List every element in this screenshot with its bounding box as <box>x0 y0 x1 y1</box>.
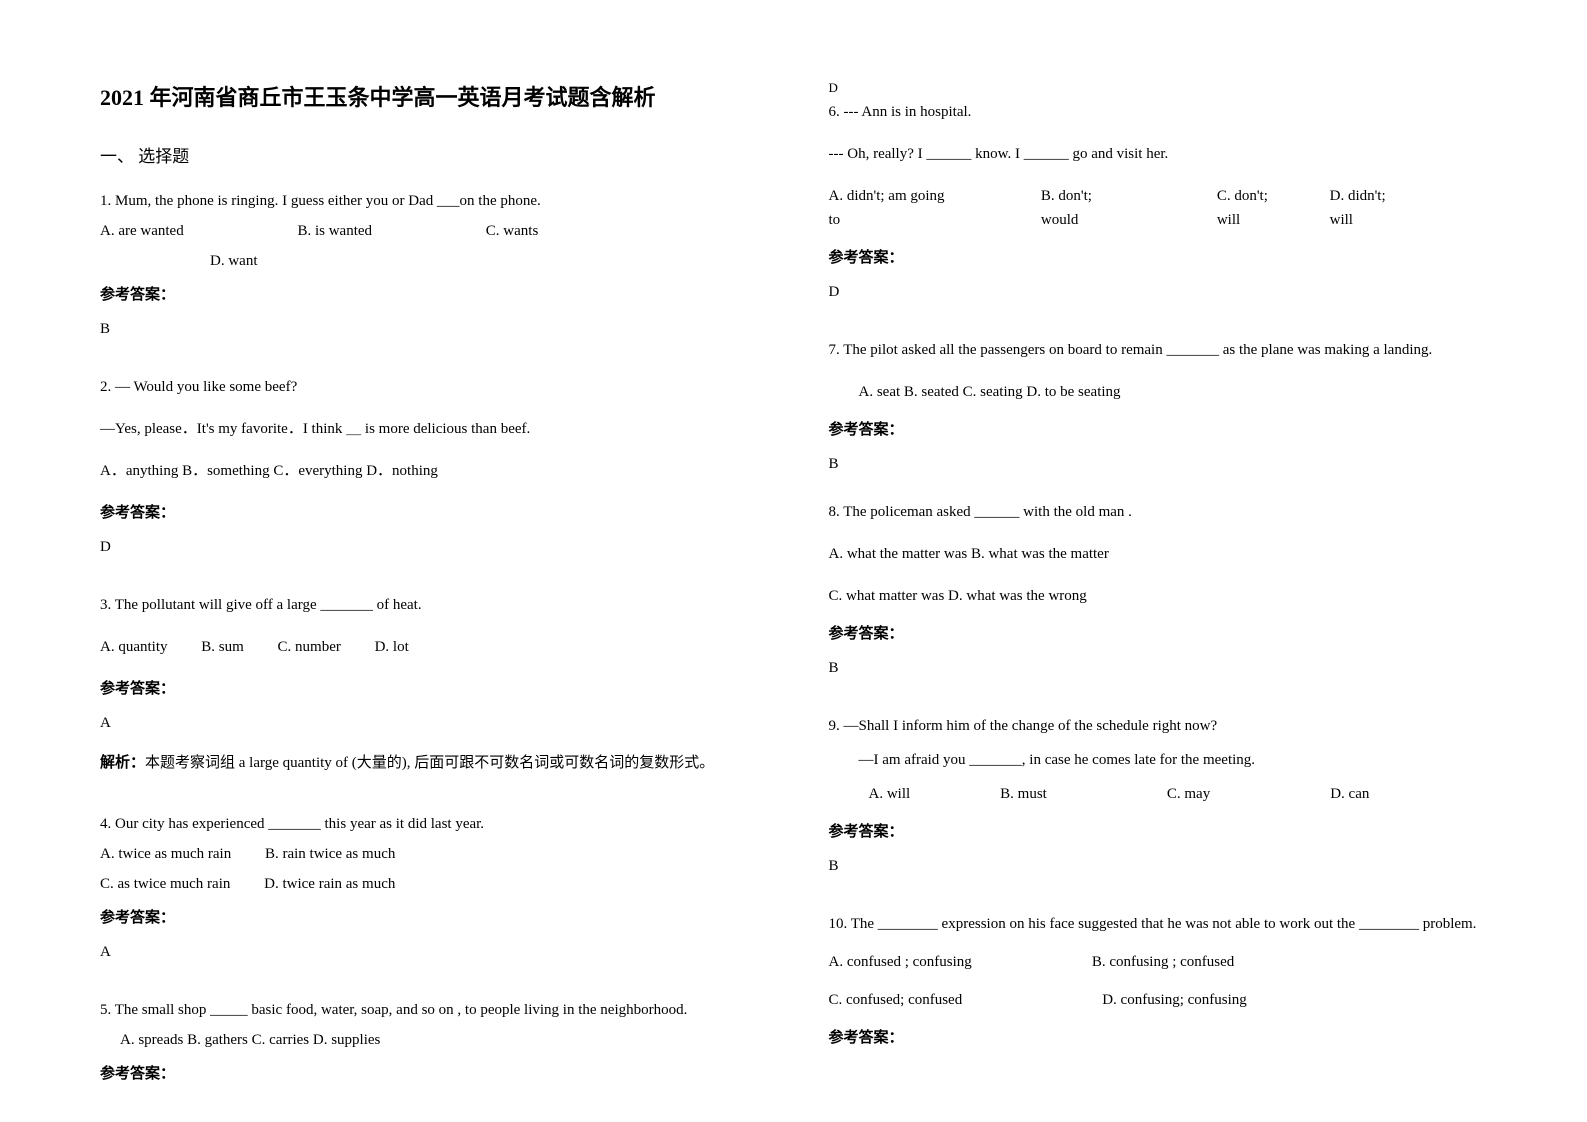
q3-analysis: 解析：本题考察词组 a large quantity of (大量的), 后面可… <box>100 749 769 778</box>
q10-text: 10. The ________ expression on his face … <box>829 912 1498 936</box>
q4-answer-label: 参考答案： <box>100 906 769 930</box>
q8-text: 8. The policeman asked ______ with the o… <box>829 500 1498 524</box>
q4-answer: A <box>100 940 769 964</box>
q10-answer-label: 参考答案： <box>829 1026 1498 1050</box>
q3-opt-d: D. lot <box>375 639 409 655</box>
question-1: 1. Mum, the phone is ringing. I guess ei… <box>100 189 769 355</box>
question-8: 8. The policeman asked ______ with the o… <box>829 500 1498 694</box>
q2-text2: —Yes, please．It's my favorite．I think ＿ … <box>100 417 769 441</box>
q5-answer-label: 参考答案： <box>100 1062 769 1086</box>
q3-opt-a: A. quantity <box>100 635 168 659</box>
section-header: 一、 选择题 <box>100 142 769 167</box>
q8-answer-label: 参考答案： <box>829 622 1498 646</box>
q7-opts: A. seat B. seated C. seating D. to be se… <box>829 380 1498 404</box>
q3-opt-b: B. sum <box>201 635 244 659</box>
q10-opt-d: D. confusing; confusing <box>1102 988 1247 1012</box>
q2-text1: 2. — Would you like some beef? <box>100 375 769 399</box>
analysis-label: 解析： <box>100 755 145 771</box>
q9-text1: 9. —Shall I inform him of the change of … <box>829 714 1498 738</box>
question-7: 7. The pilot asked all the passengers on… <box>829 338 1498 480</box>
q7-text: 7. The pilot asked all the passengers on… <box>829 338 1498 362</box>
q3-text: 3. The pollutant will give off a large _… <box>100 593 769 617</box>
q6-opt-a: A. didn't; am going to <box>829 184 951 232</box>
q8-row1: A. what the matter was B. what was the m… <box>829 542 1498 566</box>
q6-opt-d: D. didn't; will <box>1330 184 1407 232</box>
q2-answer-label: 参考答案： <box>100 501 769 525</box>
question-2: 2. — Would you like some beef? —Yes, ple… <box>100 375 769 573</box>
q8-row2: C. what matter was D. what was the wrong <box>829 584 1498 608</box>
question-4: 4. Our city has experienced _______ this… <box>100 812 769 978</box>
q5-answer: D <box>829 80 1498 96</box>
q4-opt-a: A. twice as much rain <box>100 842 231 866</box>
q1-opt-d: D. want <box>210 249 769 273</box>
q6-answer-label: 参考答案： <box>829 246 1498 270</box>
q9-text2: —I am afraid you _______, in case he com… <box>829 748 1498 772</box>
q8-answer: B <box>829 656 1498 680</box>
q10-opt-c: C. confused; confused <box>829 988 963 1012</box>
q3-analysis-text: 本题考察词组 a large quantity of (大量的), 后面可跟不可… <box>145 755 714 771</box>
q5-text: 5. The small shop _____ basic food, wate… <box>100 998 769 1022</box>
doc-title: 2021 年河南省商丘市王玉条中学高一英语月考试题含解析 <box>100 80 769 112</box>
q4-text: 4. Our city has experienced _______ this… <box>100 812 769 836</box>
q4-opt-c: C. as twice much rain <box>100 872 230 896</box>
q10-opt-a: A. confused ; confusing <box>829 950 972 974</box>
q1-opt-c: C. wants <box>486 223 539 239</box>
q6-opt-c: C. don't; will <box>1217 184 1290 232</box>
q9-opt-a: A. will <box>869 782 911 806</box>
q1-text: 1. Mum, the phone is ringing. I guess ei… <box>100 189 769 213</box>
q4-opt-d: D. twice rain as much <box>264 876 395 892</box>
q10-opt-b: B. confusing ; confused <box>1092 950 1234 974</box>
q9-answer: B <box>829 854 1498 878</box>
q9-opt-d: D. can <box>1330 782 1369 806</box>
q2-answer: D <box>100 535 769 559</box>
q1-answer-label: 参考答案： <box>100 283 769 307</box>
question-3: 3. The pollutant will give off a large _… <box>100 593 769 792</box>
q9-opt-b: B. must <box>1000 782 1047 806</box>
question-6: 6. --- Ann is in hospital. --- Oh, reall… <box>829 100 1498 318</box>
q1-opt-b: B. is wanted <box>297 219 372 243</box>
q2-opts: A．anything B．something C．everything D．no… <box>100 459 769 483</box>
q6-opt-b: B. don't; would <box>1041 184 1127 232</box>
q1-answer: B <box>100 317 769 341</box>
q4-opt-b: B. rain twice as much <box>265 846 395 862</box>
q3-opt-c: C. number <box>278 635 341 659</box>
q1-opt-a: A. are wanted <box>100 219 184 243</box>
q5-opts: A. spreads B. gathers C. carries D. supp… <box>100 1028 769 1052</box>
question-9: 9. —Shall I inform him of the change of … <box>829 714 1498 892</box>
q7-answer: B <box>829 452 1498 476</box>
q6-text2: --- Oh, really? I ______ know. I ______ … <box>829 142 1498 166</box>
q3-answer-label: 参考答案： <box>100 677 769 701</box>
question-10: 10. The ________ expression on his face … <box>829 912 1498 1050</box>
q9-opt-c: C. may <box>1167 782 1210 806</box>
q3-answer: A <box>100 711 769 735</box>
question-5: 5. The small shop _____ basic food, wate… <box>100 998 769 1086</box>
q9-answer-label: 参考答案： <box>829 820 1498 844</box>
q6-text1: 6. --- Ann is in hospital. <box>829 100 1498 124</box>
q7-answer-label: 参考答案： <box>829 418 1498 442</box>
q6-answer: D <box>829 280 1498 304</box>
